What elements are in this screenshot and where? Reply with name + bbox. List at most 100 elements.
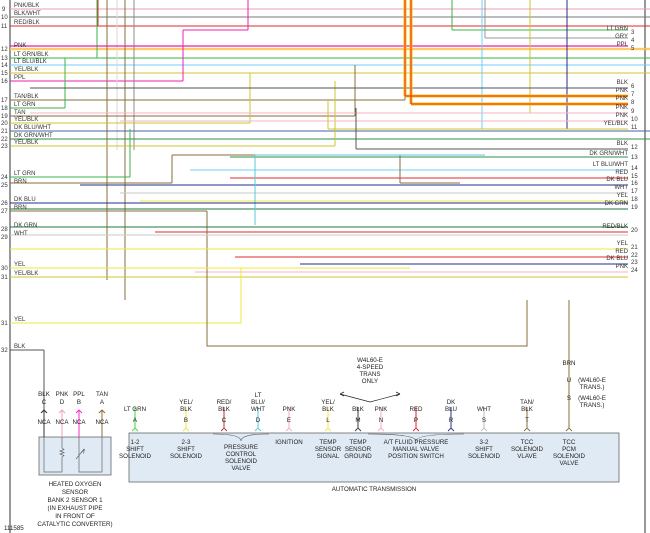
svg-text:PNK: PNK: [375, 406, 389, 413]
svg-text:BLU/: BLU/: [251, 399, 265, 406]
svg-text:2-3: 2-3: [182, 439, 192, 446]
svg-text:L: L: [326, 417, 330, 424]
svg-text:TRANS.): TRANS.): [580, 402, 605, 409]
svg-text:GRY: GRY: [615, 34, 628, 40]
svg-text:21: 21: [1, 129, 8, 135]
svg-text:GROUND: GROUND: [344, 453, 372, 460]
svg-text:(IN EXHAUST PIPE: (IN EXHAUST PIPE: [48, 505, 103, 512]
svg-text:YEL/BLK: YEL/BLK: [14, 271, 38, 277]
svg-text:PNK: PNK: [616, 113, 628, 119]
svg-text:S: S: [567, 395, 571, 402]
svg-text:3-2: 3-2: [480, 439, 490, 446]
svg-text:18: 18: [1, 106, 8, 112]
svg-text:PNK: PNK: [616, 105, 628, 111]
svg-text:TAN: TAN: [96, 391, 108, 398]
svg-text:14: 14: [631, 166, 638, 172]
svg-text:PPL: PPL: [14, 75, 26, 81]
svg-text:TCC: TCC: [563, 439, 576, 446]
svg-text:21: 21: [631, 245, 638, 251]
svg-text:PNK: PNK: [616, 88, 628, 94]
svg-text:POSITION SWITCH: POSITION SWITCH: [388, 453, 444, 460]
svg-text:T: T: [525, 417, 529, 424]
svg-text:DK BLU/WHT: DK BLU/WHT: [14, 125, 51, 131]
svg-text:31: 31: [1, 275, 8, 281]
svg-text:YEL: YEL: [14, 262, 26, 268]
svg-text:IGNITION: IGNITION: [275, 439, 303, 446]
svg-text:11: 11: [1, 24, 8, 30]
svg-text:SIGNAL: SIGNAL: [317, 453, 340, 460]
svg-text:10: 10: [1, 15, 8, 21]
svg-text:YEL/: YEL/: [321, 399, 335, 406]
svg-text:SOLENOID: SOLENOID: [511, 446, 544, 453]
svg-text:14: 14: [1, 63, 8, 69]
svg-text:BLK: BLK: [617, 80, 628, 86]
svg-text:LT: LT: [255, 392, 262, 399]
svg-text:15: 15: [1, 71, 8, 77]
svg-text:C: C: [42, 399, 47, 406]
svg-text:VALVE: VALVE: [559, 460, 578, 467]
svg-text:YEL: YEL: [14, 317, 26, 323]
svg-text:19: 19: [631, 205, 638, 211]
svg-text:CONTROL: CONTROL: [226, 451, 257, 458]
svg-text:28: 28: [1, 227, 8, 233]
svg-text:TAN/BLK: TAN/BLK: [14, 94, 39, 100]
svg-text:SOLENOID: SOLENOID: [553, 453, 586, 460]
svg-text:17: 17: [1, 98, 8, 104]
svg-text:23: 23: [631, 260, 638, 266]
svg-text:SOLENOID: SOLENOID: [170, 453, 203, 460]
svg-text:NCA: NCA: [72, 419, 86, 426]
svg-text:PNK: PNK: [616, 96, 628, 102]
svg-text:LT BLU/BLK: LT BLU/BLK: [14, 59, 47, 65]
svg-text:D: D: [256, 417, 261, 424]
svg-text:RED: RED: [615, 170, 628, 176]
svg-text:BLU: BLU: [445, 406, 457, 413]
svg-text:30: 30: [1, 266, 8, 272]
svg-text:YEL/: YEL/: [179, 399, 193, 406]
svg-text:VLAVE: VLAVE: [517, 453, 537, 460]
svg-text:PNK: PNK: [56, 391, 70, 398]
svg-text:YEL: YEL: [617, 193, 629, 199]
svg-text:TCC: TCC: [521, 439, 534, 446]
svg-text:BRN: BRN: [562, 360, 575, 367]
svg-text:VALVE: VALVE: [231, 465, 250, 472]
svg-text:NCA: NCA: [95, 419, 109, 426]
svg-text:22: 22: [631, 253, 638, 259]
svg-text:SENSOR: SENSOR: [62, 489, 89, 496]
svg-text:TEMP: TEMP: [349, 439, 366, 446]
svg-text:PRESSURE: PRESSURE: [224, 444, 258, 451]
svg-text:23: 23: [1, 144, 8, 150]
svg-text:BLK/WHT: BLK/WHT: [14, 11, 41, 17]
svg-text:YEL/BLK: YEL/BLK: [14, 67, 38, 73]
svg-text:27: 27: [1, 209, 8, 215]
svg-text:111585: 111585: [4, 525, 24, 532]
svg-text:12: 12: [631, 145, 638, 151]
svg-text:NCA: NCA: [55, 419, 69, 426]
svg-text:20: 20: [1, 121, 8, 127]
svg-text:PNK: PNK: [616, 264, 628, 270]
svg-text:BANK 2 SENSOR 1: BANK 2 SENSOR 1: [47, 497, 103, 504]
svg-text:IN FRONT OF: IN FRONT OF: [55, 513, 95, 520]
svg-text:TEMP: TEMP: [319, 439, 336, 446]
svg-text:25: 25: [1, 183, 8, 189]
svg-text:YEL/BLK: YEL/BLK: [604, 121, 628, 127]
svg-text:PNK: PNK: [14, 43, 26, 49]
svg-text:18: 18: [631, 197, 638, 203]
svg-text:AUTOMATIC TRANSMISSION: AUTOMATIC TRANSMISSION: [332, 486, 417, 493]
svg-text:10: 10: [631, 117, 638, 123]
svg-text:24: 24: [631, 268, 638, 274]
svg-text:M: M: [355, 417, 360, 424]
svg-text:TAN: TAN: [14, 110, 26, 116]
svg-text:W4L60-E: W4L60-E: [357, 357, 383, 364]
svg-text:12: 12: [1, 47, 8, 53]
svg-text:32: 32: [1, 348, 8, 354]
svg-text:13: 13: [1, 56, 8, 62]
svg-text:19: 19: [1, 114, 8, 120]
svg-text:RED/BLK: RED/BLK: [602, 224, 628, 230]
svg-text:N: N: [379, 417, 383, 424]
svg-text:R: R: [449, 417, 454, 424]
svg-text:BLK: BLK: [322, 406, 335, 413]
svg-text:SHIFT: SHIFT: [475, 446, 493, 453]
svg-text:WHT: WHT: [477, 406, 491, 413]
svg-text:C: C: [222, 417, 227, 424]
svg-text:YEL/BLK: YEL/BLK: [14, 117, 38, 123]
